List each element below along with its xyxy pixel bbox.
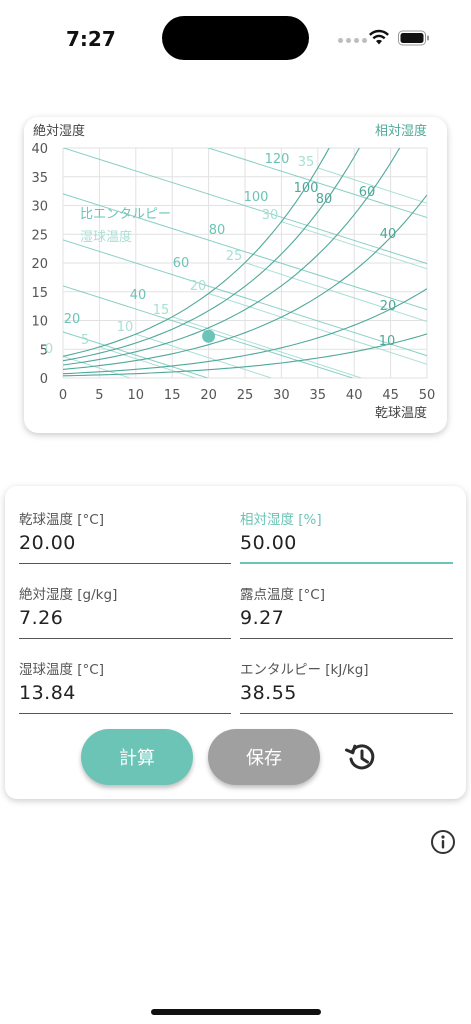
rh-curve [63, 148, 401, 366]
enthalpy-label: エンタルピー [kJ/kg] [240, 662, 369, 678]
cellular-signal-icon [338, 38, 367, 43]
rh-curve-label: 100 [294, 181, 319, 196]
absolute-humidity-field[interactable]: 絶対湿度 [g/kg] 7.26 [19, 561, 231, 639]
psychrometric-chart[interactable]: 0 5 10 15 20 25 30 35 40 45 500510152025303540絶対湿度… [24, 117, 447, 433]
dry-bulb-field[interactable]: 乾球温度 [°C] 20.00 [19, 486, 231, 564]
enthalpy-label: 20 [64, 312, 81, 327]
wetbulb-label: 25 [226, 249, 243, 264]
calculate-button[interactable]: 計算 [81, 729, 193, 785]
wetbulb-legend: 湿球温度 [80, 229, 132, 245]
x-tick-label: 15 [164, 388, 181, 403]
enthalpy-label: 100 [244, 190, 269, 205]
x-tick-label: 50 [419, 388, 436, 403]
x-tick-label: 40 [346, 388, 363, 403]
wetbulb-label: 35 [298, 155, 315, 170]
enthalpy-line [63, 148, 427, 265]
wetbulb-line [208, 293, 427, 365]
wifi-icon [369, 29, 389, 45]
enthalpy-field[interactable]: エンタルピー [kJ/kg] 38.55 [240, 636, 453, 714]
status-bar: 7:27 [0, 0, 471, 80]
y-axis-title: 絶対湿度 [33, 123, 85, 139]
dry-bulb-value[interactable]: 20.00 [19, 532, 76, 554]
save-button[interactable]: 保存 [208, 729, 320, 785]
x-tick-label: 0 [59, 388, 67, 403]
wetbulb-label: 5 [81, 333, 89, 348]
wetbulb-line [135, 333, 272, 378]
wetbulb-line [99, 346, 196, 378]
relative-humidity-field[interactable]: 相対湿度 [%] 50.00 [240, 486, 453, 564]
dynamic-island [162, 16, 309, 60]
battery-icon [398, 30, 429, 46]
wetbulb-label: 30 [262, 208, 279, 223]
input-form-card: 乾球温度 [°C] 20.00 相対湿度 [%] 50.00 絶対湿度 [g/k… [5, 486, 466, 799]
enthalpy-label: 40 [130, 288, 147, 303]
rh-curve [63, 333, 427, 377]
relative-humidity-label: 相対湿度 [%] [240, 512, 322, 528]
dew-point-field[interactable]: 露点温度 [°C] 9.27 [240, 561, 453, 639]
y-tick-label: 20 [31, 257, 48, 272]
rh-curve-label: 10 [379, 334, 396, 349]
x-tick-label: 45 [382, 388, 399, 403]
y-tick-label: 40 [31, 142, 48, 157]
dew-point-value[interactable]: 9.27 [240, 607, 285, 629]
y-tick-label: 35 [31, 171, 48, 186]
home-indicator [151, 1009, 321, 1015]
absolute-humidity-value[interactable]: 7.26 [19, 607, 64, 629]
rh-title: 相対湿度 [375, 123, 427, 139]
wetbulb-label: 20 [190, 279, 207, 294]
y-tick-label: 25 [31, 228, 48, 243]
wet-bulb-value[interactable]: 13.84 [19, 682, 76, 704]
enthalpy-label: 60 [173, 256, 190, 271]
wet-bulb-field[interactable]: 湿球温度 [°C] 13.84 [19, 636, 231, 714]
relative-humidity-value[interactable]: 50.00 [240, 532, 297, 554]
psychrometric-chart-card: 0 5 10 15 20 25 30 35 40 45 50 0 5 10 15 20 25 30 35 40 絶対湿度… [24, 117, 447, 433]
y-tick-label: 5 [40, 343, 48, 358]
dry-bulb-label: 乾球温度 [°C] [19, 512, 105, 528]
enthalpy-line [63, 193, 427, 311]
wet-bulb-label: 湿球温度 [°C] [19, 662, 105, 678]
enthalpy-label: 80 [209, 223, 226, 238]
rh-curve-label: 80 [316, 192, 333, 207]
enthalpy-value[interactable]: 38.55 [240, 682, 297, 704]
wetbulb-label: 15 [153, 303, 170, 318]
x-tick-label: 30 [273, 388, 290, 403]
enthalpy-line [63, 239, 427, 357]
x-tick-label: 5 [95, 388, 103, 403]
wetbulb-line [244, 262, 427, 323]
x-tick-label: 35 [310, 388, 327, 403]
x-tick-label: 25 [237, 388, 254, 403]
dew-point-label: 露点温度 [°C] [240, 587, 326, 603]
enthalpy-label: 120 [265, 152, 290, 167]
status-time: 7:27 [66, 27, 116, 51]
rh-curve-label: 20 [380, 299, 397, 314]
chart-curves [63, 148, 427, 378]
history-icon[interactable] [343, 739, 379, 775]
y-tick-label: 15 [31, 286, 48, 301]
enthalpy-line [63, 331, 208, 378]
x-axis-title: 乾球温度 [375, 405, 427, 421]
rh-curve [63, 288, 427, 375]
wetbulb-line [281, 221, 427, 270]
enthalpy-line [63, 285, 353, 378]
state-point-marker [202, 329, 216, 343]
wetbulb-line [172, 316, 362, 378]
x-tick-label: 20 [200, 388, 217, 403]
y-tick-label: 0 [40, 372, 48, 387]
rh-curve-label: 40 [380, 227, 397, 242]
x-tick-label: 10 [128, 388, 145, 403]
rh-curve [63, 148, 360, 362]
y-tick-label: 10 [31, 315, 48, 330]
info-icon[interactable] [430, 829, 456, 855]
wetbulb-label: 0 [45, 342, 53, 357]
absolute-humidity-label: 絶対湿度 [g/kg] [19, 587, 118, 603]
rh-curve-label: 60 [359, 185, 376, 200]
rh-curve [63, 148, 330, 357]
wetbulb-line [317, 167, 427, 204]
y-tick-label: 30 [31, 200, 48, 215]
rh-curve [63, 194, 427, 370]
wetbulb-label: 10 [117, 320, 134, 335]
enthalpy-legend: 比エンタルピー [80, 207, 171, 222]
